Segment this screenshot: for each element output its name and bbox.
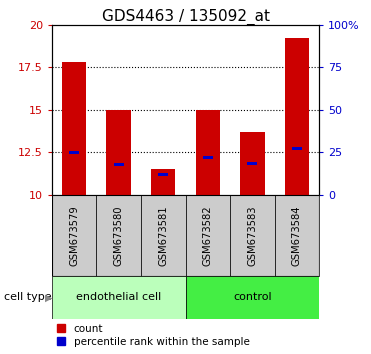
Bar (52, 195, 96, 276)
Bar (52, 276, 186, 319)
Bar (203, 156, 213, 159)
Text: ▶: ▶ (45, 292, 52, 302)
Text: GSM673583: GSM673583 (247, 205, 257, 266)
Text: GSM673581: GSM673581 (158, 205, 168, 266)
Text: GSM673580: GSM673580 (114, 205, 124, 266)
Bar (158, 173, 168, 176)
Text: GSM673582: GSM673582 (203, 205, 213, 266)
Bar (247, 162, 257, 165)
Text: control: control (233, 292, 272, 302)
Bar (96, 195, 141, 276)
Text: GSM673584: GSM673584 (292, 205, 302, 266)
Legend: count, percentile rank within the sample: count, percentile rank within the sample (57, 324, 250, 347)
Bar (106, 110, 131, 195)
Bar (151, 169, 175, 195)
Bar (230, 195, 275, 276)
Text: endothelial cell: endothelial cell (76, 292, 161, 302)
Text: cell type: cell type (4, 292, 51, 302)
Bar (186, 276, 319, 319)
Bar (62, 62, 86, 195)
Bar (196, 110, 220, 195)
Bar (285, 38, 309, 195)
Title: GDS4463 / 135092_at: GDS4463 / 135092_at (102, 8, 269, 25)
Bar (240, 132, 265, 195)
Bar (69, 151, 79, 154)
Text: GSM673579: GSM673579 (69, 205, 79, 266)
Bar (114, 162, 124, 166)
Bar (292, 147, 302, 150)
Bar (186, 195, 230, 276)
Bar (141, 195, 186, 276)
Bar (275, 195, 319, 276)
